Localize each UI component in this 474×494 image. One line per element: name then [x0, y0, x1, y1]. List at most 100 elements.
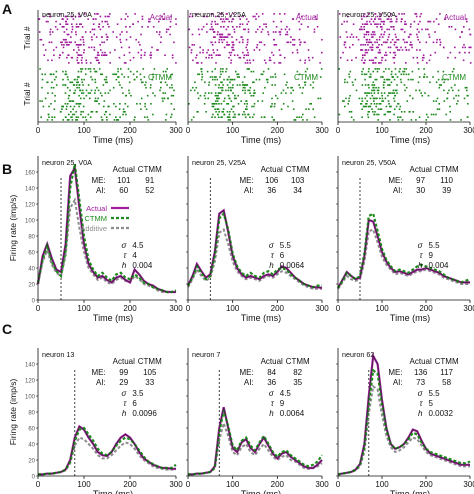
- spike-dot: [231, 20, 233, 23]
- spike-dot: [364, 54, 366, 56]
- spike-dot: [375, 46, 378, 49]
- spike-dot: [89, 68, 92, 70]
- spike-dot: [389, 105, 391, 108]
- spike-dot: [412, 78, 414, 81]
- stat-label: AI:: [244, 186, 254, 195]
- spike-dot: [170, 116, 172, 118]
- spike-dot: [360, 103, 362, 105]
- spike-dot: [160, 81, 163, 84]
- spike-dot: [70, 31, 73, 33]
- spike-dot: [255, 78, 258, 81]
- spike-dot: [265, 78, 268, 81]
- label-ctmm: CTMM: [442, 73, 466, 82]
- spike-dot: [71, 23, 73, 25]
- param-symbol: σ: [121, 389, 127, 398]
- spike-dot: [115, 36, 118, 38]
- spike-dot: [66, 103, 69, 105]
- x-tick-label: 100: [77, 304, 91, 313]
- spike-dot: [94, 97, 97, 100]
- spike-dot: [386, 18, 389, 20]
- spike-dot: [296, 70, 299, 73]
- spike-dot: [70, 116, 72, 118]
- spike-dot: [348, 111, 351, 113]
- spike-dot: [218, 54, 220, 56]
- spike-dot: [195, 56, 197, 59]
- spike-dot: [214, 68, 216, 70]
- spike-dot: [64, 38, 66, 41]
- spike-dot: [387, 78, 389, 81]
- spike-dot: [367, 31, 370, 33]
- spike-dot: [363, 13, 366, 15]
- spike-dot: [285, 84, 287, 86]
- spike-dot: [394, 108, 396, 110]
- spike-dot: [438, 84, 441, 86]
- spike-dot: [211, 44, 214, 46]
- spike-dot: [251, 116, 254, 118]
- spike-dot: [197, 62, 199, 64]
- spike-dot: [454, 28, 457, 31]
- spike-dot: [212, 113, 214, 116]
- spike-dot: [259, 26, 261, 28]
- param-symbol: σ: [418, 241, 424, 250]
- spike-dot: [118, 56, 121, 59]
- spike-dot: [250, 94, 253, 97]
- spike-dot: [125, 38, 128, 41]
- spike-dot: [205, 111, 207, 113]
- spike-dot: [214, 41, 217, 44]
- spike-dot: [128, 92, 131, 94]
- spike-dot: [275, 26, 278, 28]
- spike-dot: [153, 68, 156, 70]
- spike-dot: [101, 36, 103, 38]
- spike-dot: [80, 23, 82, 25]
- spike-dot: [416, 56, 418, 59]
- spike-dot: [103, 100, 106, 102]
- spike-dot: [410, 119, 413, 121]
- spike-dot: [231, 46, 233, 49]
- spike-dot: [394, 51, 396, 54]
- spike-dot: [360, 15, 363, 18]
- spike-dot: [374, 33, 376, 36]
- spike-dot: [391, 76, 393, 78]
- spike-dot: [375, 97, 377, 100]
- spike-dot: [401, 49, 404, 51]
- spike-dot: [233, 31, 236, 33]
- spike-dot: [204, 92, 207, 94]
- spike-dot: [75, 111, 77, 113]
- spike-dot: [212, 28, 214, 31]
- spike-dot: [381, 100, 383, 102]
- spike-dot: [128, 81, 131, 84]
- spike-dot: [104, 92, 107, 94]
- spike-dot: [53, 78, 56, 81]
- subplot-title: neuron 7: [192, 350, 220, 359]
- spike-dot: [196, 54, 198, 56]
- spike-dot: [103, 78, 106, 81]
- spike-dot: [136, 103, 138, 105]
- spike-dot: [262, 70, 265, 73]
- spike-dot: [120, 41, 122, 44]
- spike-dot: [372, 70, 374, 73]
- spike-dot: [412, 111, 415, 113]
- spike-dot: [64, 84, 66, 86]
- spike-dot: [119, 33, 121, 36]
- spike-dot: [106, 119, 108, 121]
- spike-dot: [220, 103, 223, 105]
- spike-dot: [274, 84, 276, 86]
- spike-dot: [369, 105, 372, 108]
- param-symbol: τ: [123, 251, 127, 260]
- spike-dot: [96, 100, 98, 102]
- spike-dot: [266, 81, 269, 84]
- spike-dot: [344, 105, 346, 108]
- spike-dot: [387, 84, 389, 86]
- spike-dot: [319, 76, 322, 78]
- spike-dot: [150, 54, 153, 56]
- spike-dot: [349, 94, 351, 97]
- spike-dot: [96, 56, 98, 59]
- spike-dot: [412, 56, 415, 59]
- spike-dot: [313, 28, 316, 31]
- spike-dot: [239, 23, 241, 25]
- spike-dot: [385, 51, 387, 54]
- spike-dot: [247, 28, 250, 31]
- spike-dot: [293, 38, 296, 41]
- spike-dot: [80, 68, 82, 70]
- spike-dot: [381, 59, 383, 62]
